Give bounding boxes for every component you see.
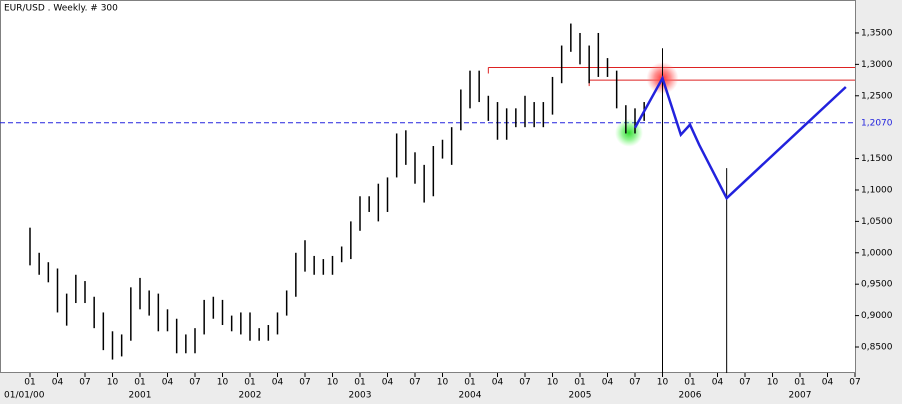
x-tick-label: 07	[189, 378, 200, 388]
x-tick-label: 01	[684, 378, 695, 388]
x-tick-label: 04	[382, 378, 394, 388]
y-tick-label: 1,0000	[861, 248, 893, 258]
plot-area	[0, 0, 856, 373]
x-tick-label: 04	[712, 378, 724, 388]
y-tick-label: 1,3500	[861, 28, 893, 38]
year-label: 2007	[789, 391, 812, 401]
x-tick-label: 01	[794, 378, 805, 388]
y-tick-label: 0,9500	[861, 280, 893, 290]
projection-line	[633, 75, 847, 201]
y-tick-label: 0,9000	[861, 311, 893, 321]
y-tick-label: 0,8500	[861, 342, 893, 352]
x-tick-label: 01	[134, 378, 145, 388]
x-tick-label: 07	[79, 378, 90, 388]
x-tick-label: 01	[574, 378, 585, 388]
y-tick-label: 1,1000	[861, 185, 893, 195]
x-tick-label: 10	[657, 378, 669, 388]
reference-label: 1,2070	[861, 118, 893, 128]
x-tick-label: 01	[354, 378, 365, 388]
x-tick-label: 07	[299, 378, 310, 388]
y-tick-label: 1,0500	[861, 217, 893, 227]
x-tick-label: 04	[272, 378, 284, 388]
year-label: 2006	[679, 391, 702, 401]
x-tick-label: 07	[409, 378, 420, 388]
x-tick-label: 10	[327, 378, 339, 388]
x-tick-label: 10	[437, 378, 449, 388]
start-label: 01/01/00	[4, 391, 45, 401]
x-tick-label: 04	[602, 378, 614, 388]
chart-title: EUR/USD . Weekly. # 300	[4, 4, 118, 14]
x-tick-label: 10	[217, 378, 229, 388]
year-label: 2001	[129, 391, 152, 401]
y-tick-label: 1,1500	[861, 154, 893, 164]
x-tick-label: 01	[244, 378, 255, 388]
x-tick-label: 04	[492, 378, 504, 388]
x-tick-label: 10	[107, 378, 119, 388]
year-label: 2005	[569, 391, 592, 401]
x-tick-label: 07	[629, 378, 640, 388]
x-tick-label: 01	[464, 378, 475, 388]
year-label: 2003	[349, 391, 372, 401]
y-tick-label: 1,3000	[861, 60, 893, 70]
x-tick-label: 07	[739, 378, 750, 388]
x-tick-label: 07	[849, 378, 860, 388]
year-label: 2002	[239, 391, 262, 401]
x-tick-label: 04	[162, 378, 174, 388]
y-tick-label: 1,2500	[861, 91, 893, 101]
year-label: 2004	[459, 391, 482, 401]
x-tick-label: 04	[822, 378, 834, 388]
x-tick-label: 07	[519, 378, 530, 388]
x-tick-label: 10	[547, 378, 559, 388]
x-tick-label: 01	[24, 378, 35, 388]
x-tick-label: 10	[767, 378, 779, 388]
x-tick-label: 04	[52, 378, 64, 388]
